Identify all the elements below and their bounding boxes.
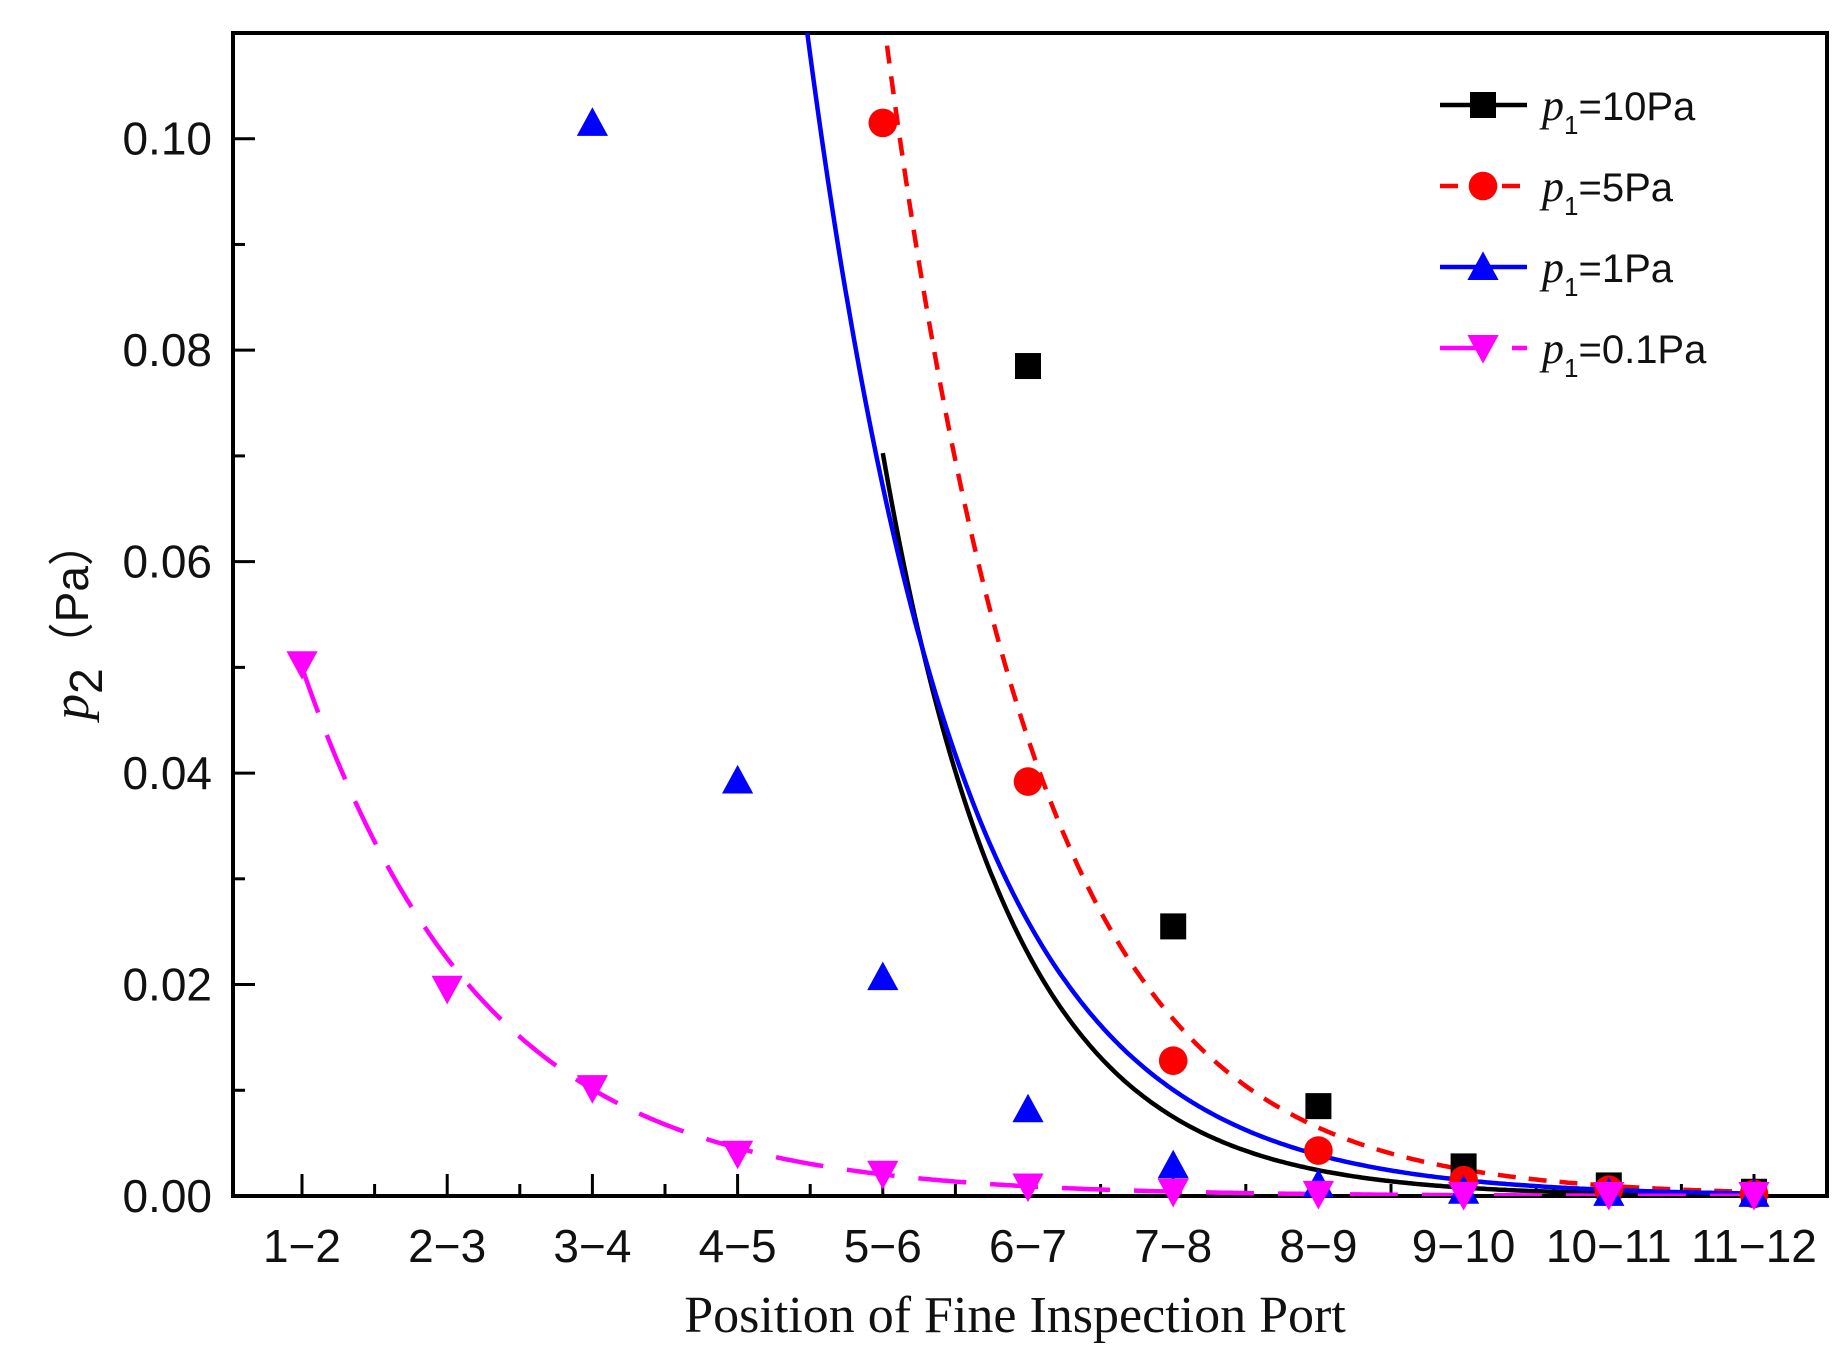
data-point-triangle-down bbox=[1012, 1173, 1044, 1203]
series-line-2 bbox=[805, 33, 1760, 1196]
x-tick-label: 2−3 bbox=[408, 1220, 486, 1272]
legend-label: p1=0.1Pa bbox=[1539, 324, 1707, 383]
x-tick-label: 11−12 bbox=[1691, 1220, 1817, 1272]
data-point-circle bbox=[1158, 1046, 1188, 1075]
y-tick-label: 0.10 bbox=[122, 113, 212, 165]
y-axis-title: p2（Pa） bbox=[43, 520, 112, 724]
data-point-triangle-down bbox=[722, 1140, 754, 1170]
data-point-triangle-down bbox=[1302, 1180, 1334, 1210]
data-point-triangle-up bbox=[576, 107, 608, 136]
legend-label: p1=10Pa bbox=[1539, 81, 1696, 140]
x-tick-label: 3−4 bbox=[553, 1220, 631, 1272]
y-axis-title-unit: （Pa） bbox=[46, 520, 98, 668]
data-point-triangle-up bbox=[1012, 1093, 1044, 1123]
legend-label: p1=1Pa bbox=[1539, 243, 1674, 302]
data-point-triangle-up bbox=[722, 764, 754, 794]
data-point-triangle-down bbox=[431, 975, 463, 1005]
data-point-triangle-down bbox=[1738, 1181, 1770, 1211]
data-point-square bbox=[1015, 353, 1041, 380]
data-point-circle bbox=[1304, 1136, 1333, 1165]
x-tick-label: 4−5 bbox=[699, 1220, 777, 1272]
y-tick-label: 0.06 bbox=[122, 536, 212, 588]
x-tick-label: 7−8 bbox=[1134, 1220, 1212, 1272]
series-line-1 bbox=[883, 33, 1760, 1195]
legend-marker bbox=[1470, 92, 1496, 118]
data-point-triangle-up bbox=[867, 961, 899, 991]
data-point-circle bbox=[1013, 767, 1043, 796]
legend: p1=10Pa p1=5Pa p1=1Pa p1=0.1Pa bbox=[1440, 81, 1707, 383]
legend-marker bbox=[1467, 335, 1499, 364]
data-point-triangle-down bbox=[867, 1160, 899, 1190]
y-axis-title-p: p bbox=[43, 694, 100, 724]
data-point-circle bbox=[868, 108, 898, 138]
svg-text:p2（Pa）: p2（Pa） bbox=[43, 520, 112, 724]
data-point-triangle-down bbox=[576, 1075, 608, 1104]
y-tick-label: 0.00 bbox=[122, 1170, 212, 1222]
legend-marker bbox=[1467, 251, 1499, 280]
legend-marker bbox=[1468, 171, 1498, 201]
data-point-triangle-up bbox=[1157, 1149, 1189, 1179]
x-tick-label: 6−7 bbox=[989, 1220, 1067, 1272]
x-tick-label: 8−9 bbox=[1279, 1220, 1357, 1272]
legend-label: p1=5Pa bbox=[1539, 162, 1674, 221]
data-point-triangle-down bbox=[286, 651, 318, 680]
series-line-0 bbox=[880, 452, 1760, 1196]
x-axis-title: Position of Fine Inspection Port bbox=[684, 1287, 1346, 1344]
y-tick-label: 0.08 bbox=[122, 324, 212, 376]
x-tick-label: 10−11 bbox=[1546, 1220, 1672, 1272]
x-tick-label: 9−10 bbox=[1412, 1220, 1516, 1272]
y-axis-title-sub: 2 bbox=[60, 668, 112, 694]
x-tick-label: 1−2 bbox=[263, 1220, 341, 1272]
data-point-square bbox=[1160, 913, 1187, 940]
data-point-triangle-down bbox=[1448, 1181, 1480, 1211]
y-tick-label: 0.02 bbox=[122, 959, 212, 1011]
data-point-triangle-down bbox=[1157, 1178, 1189, 1208]
y-tick-label: 0.04 bbox=[122, 747, 212, 799]
data-point-triangle-down bbox=[1593, 1181, 1625, 1211]
x-tick-label: 5−6 bbox=[844, 1220, 922, 1272]
data-point-square bbox=[1305, 1093, 1332, 1120]
